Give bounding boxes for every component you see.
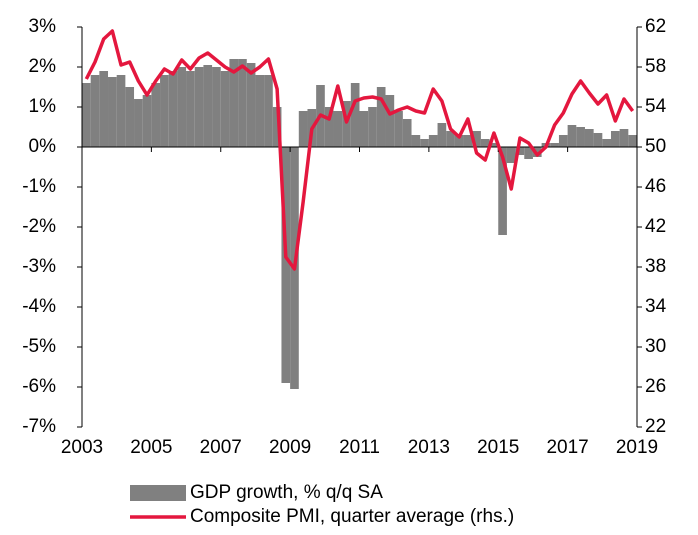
bar	[506, 147, 516, 163]
bar	[90, 75, 100, 147]
bar	[437, 123, 447, 147]
bar	[177, 67, 187, 147]
bar	[168, 71, 178, 147]
bar	[264, 75, 273, 147]
bar	[281, 147, 291, 383]
bar	[411, 135, 421, 147]
bar	[515, 147, 525, 155]
y-tick-label: -1%	[22, 176, 56, 197]
bar	[82, 83, 91, 147]
bar	[359, 111, 369, 147]
bar	[350, 83, 360, 147]
x-tick-label: 2011	[339, 437, 380, 458]
y-tick-label: -6%	[22, 376, 56, 397]
legend-swatch	[130, 485, 186, 501]
y2-tick-label: 62	[645, 16, 666, 37]
bar	[463, 135, 473, 147]
bar	[229, 59, 239, 147]
bar	[116, 75, 126, 147]
bar	[593, 133, 603, 147]
bar	[220, 71, 230, 147]
y2-tick-label: 42	[645, 216, 666, 237]
y2-tick-label: 58	[645, 56, 666, 77]
bar	[558, 135, 568, 147]
bar	[532, 147, 542, 157]
x-tick-label: 2007	[200, 437, 242, 458]
bar	[567, 125, 577, 147]
bar	[480, 139, 490, 147]
y-tick-label: -7%	[22, 416, 56, 437]
bar	[420, 139, 429, 147]
y-tick-label: 0%	[29, 136, 57, 157]
x-tick-label: 2019	[616, 437, 658, 458]
bar	[584, 129, 594, 147]
bar	[619, 129, 629, 147]
bar	[151, 83, 161, 147]
bar	[394, 111, 403, 147]
x-tick-label: 2013	[408, 437, 450, 458]
bar	[428, 135, 438, 147]
line	[84, 29, 635, 271]
y2-tick-label: 46	[645, 176, 666, 197]
y-tick-label: -3%	[22, 256, 56, 277]
bar	[576, 127, 585, 147]
bar	[134, 99, 143, 147]
bar	[212, 67, 221, 147]
legend-label: GDP growth, % q/q SA	[190, 482, 383, 503]
bar	[376, 87, 386, 147]
legend-label: Composite PMI, quarter average (rhs.)	[190, 506, 514, 527]
bar	[402, 119, 412, 147]
bar	[342, 101, 351, 147]
bar	[246, 63, 256, 147]
bar	[238, 59, 247, 147]
y2-tick-label: 50	[645, 136, 666, 157]
y-tick-label: -2%	[22, 216, 56, 237]
bar	[194, 67, 204, 147]
bar	[472, 131, 481, 147]
y2-tick-label: 30	[645, 336, 666, 357]
bar	[298, 111, 308, 147]
y-tick-label: -4%	[22, 296, 56, 317]
bar	[385, 95, 395, 147]
bar	[446, 131, 455, 147]
bar	[498, 147, 507, 235]
bar	[108, 77, 117, 147]
y2-tick-label: 22	[645, 416, 666, 437]
x-tick-label: 2017	[546, 437, 588, 458]
bar	[160, 75, 169, 147]
bar	[524, 147, 533, 159]
bar	[272, 107, 282, 147]
x-tick-label: 2003	[61, 437, 103, 458]
bar	[186, 71, 195, 147]
bar	[489, 143, 499, 147]
y-tick-label: 3%	[29, 16, 57, 37]
y-tick-label: -5%	[22, 336, 56, 357]
y-tick-label: 2%	[29, 56, 57, 77]
bar	[454, 135, 464, 147]
y2-tick-label: 54	[645, 96, 667, 117]
bar	[602, 139, 611, 147]
y2-tick-label: 26	[645, 376, 666, 397]
y2-tick-label: 34	[645, 296, 667, 317]
bar	[610, 131, 620, 147]
bar	[550, 143, 559, 147]
y-tick-label: 1%	[29, 96, 57, 117]
bar	[368, 107, 377, 147]
y2-tick-label: 38	[645, 256, 666, 277]
x-tick-label: 2009	[269, 437, 311, 458]
bar	[125, 87, 135, 147]
bar	[255, 75, 265, 147]
bar	[99, 71, 109, 147]
x-tick-label: 2005	[130, 437, 172, 458]
bar	[203, 65, 213, 147]
bar	[142, 95, 152, 147]
x-tick-label: 2015	[477, 437, 519, 458]
bar	[324, 107, 334, 147]
bar	[628, 135, 637, 147]
bar	[333, 111, 343, 147]
